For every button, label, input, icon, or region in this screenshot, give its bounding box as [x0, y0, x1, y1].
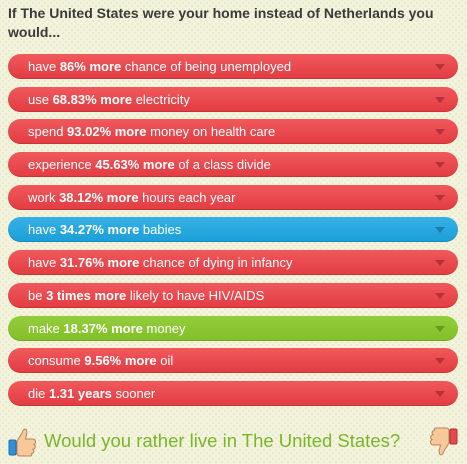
- chevron-down-icon[interactable]: [435, 390, 445, 397]
- fact-text-suffix: hours each year: [138, 189, 236, 205]
- chevron-down-icon[interactable]: [435, 358, 445, 365]
- fact-unemployment[interactable]: have 86% more chance of being unemployed: [8, 54, 458, 79]
- fact-hiv-aids[interactable]: be 3 times more likely to have HIV/AIDS: [8, 282, 458, 308]
- poll-row: Would you rather live in The United Stat…: [0, 424, 467, 460]
- fact-class-divide[interactable]: experience 45.63% more of a class divide: [8, 152, 458, 178]
- fact-text-suffix: chance of dying in infancy: [139, 255, 293, 271]
- chevron-down-icon[interactable]: [435, 194, 445, 201]
- fact-text-prefix: spend: [28, 124, 68, 140]
- fact-text-prefix: work: [28, 189, 60, 205]
- fact-text-prefix: use: [28, 91, 53, 107]
- fact-work-hours[interactable]: work 38.12% more hours each year: [8, 184, 458, 210]
- fact-text-suffix: money on health care: [146, 124, 276, 140]
- fact-value: 93.02% more: [67, 124, 147, 140]
- fact-value: 31.76% more: [59, 255, 140, 271]
- thumbs-down-icon[interactable]: [428, 426, 458, 458]
- comparison-list: have 86% more chance of being unemployed…: [8, 54, 458, 414]
- fact-health-care[interactable]: spend 93.02% more money on health care: [8, 119, 458, 145]
- chevron-down-icon[interactable]: [435, 129, 445, 136]
- fact-text-suffix: oil: [156, 353, 174, 369]
- chevron-down-icon[interactable]: [435, 162, 445, 169]
- fact-text-prefix: die: [28, 385, 49, 401]
- fact-text-suffix: electricity: [132, 91, 190, 107]
- fact-value: 18.37% more: [63, 320, 143, 336]
- chevron-down-icon[interactable]: [435, 260, 445, 267]
- chevron-down-icon[interactable]: [435, 64, 445, 70]
- chevron-down-icon[interactable]: [435, 96, 445, 103]
- fact-lifespan[interactable]: die 1.31 years sooner: [8, 380, 458, 406]
- fact-text-prefix: have: [28, 222, 60, 238]
- fact-text-prefix: make: [28, 320, 64, 336]
- fact-babies[interactable]: have 34.27% more babies: [8, 217, 458, 243]
- chevron-down-icon[interactable]: [435, 292, 445, 299]
- fact-value: 1.31 years: [48, 385, 112, 401]
- fact-value: 68.83% more: [52, 91, 133, 107]
- fact-text-suffix: of a class divide: [174, 157, 271, 173]
- fact-text-prefix: experience: [28, 157, 96, 173]
- fact-text-prefix: have: [28, 255, 60, 271]
- poll-question: Would you rather live in The United Stat…: [44, 430, 401, 451]
- chevron-down-icon[interactable]: [435, 325, 445, 332]
- fact-money[interactable]: make 18.37% more money: [8, 315, 458, 341]
- thumbs-up-icon[interactable]: [8, 426, 38, 458]
- fact-value: 9.56% more: [84, 353, 157, 369]
- fact-text-suffix: likely to have HIV/AIDS: [126, 287, 265, 303]
- fact-value: 3 times more: [46, 287, 127, 303]
- fact-text-prefix: be: [28, 287, 47, 303]
- fact-text-prefix: consume: [28, 353, 85, 369]
- page-title: If The United States were your home inst…: [8, 5, 434, 40]
- fact-value: 45.63% more: [95, 157, 175, 173]
- fact-text-suffix: chance of being unemployed: [121, 59, 292, 74]
- fact-electricity[interactable]: use 68.83% more electricity: [8, 86, 458, 112]
- fact-text-suffix: babies: [139, 222, 182, 238]
- fact-oil[interactable]: consume 9.56% more oil: [8, 348, 458, 374]
- fact-infant-mortality[interactable]: have 31.76% more chance of dying in infa…: [8, 250, 458, 276]
- fact-value: 86% more: [59, 59, 122, 74]
- fact-value: 34.27% more: [59, 222, 140, 238]
- chevron-down-icon[interactable]: [435, 227, 445, 234]
- fact-text-suffix: money: [142, 320, 186, 336]
- fact-value: 38.12% more: [59, 189, 139, 205]
- fact-text-prefix: have: [28, 59, 60, 74]
- fact-text-suffix: sooner: [111, 385, 156, 401]
